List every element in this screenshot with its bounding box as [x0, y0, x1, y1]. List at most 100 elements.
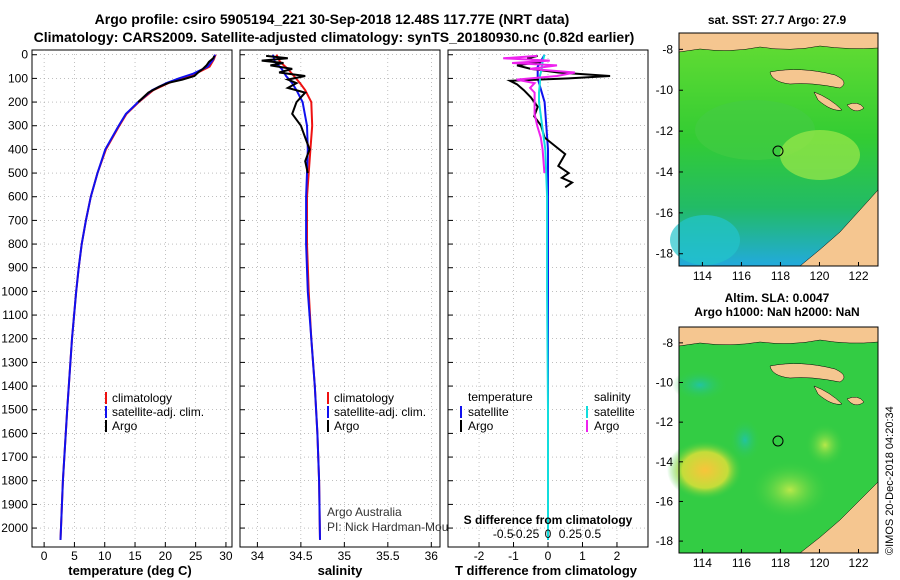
- map-y-tick-label: -18: [656, 534, 674, 548]
- argo-float-marker: [772, 145, 784, 157]
- legend-temperature-title: temperature: [468, 390, 533, 404]
- sal-legend-climatology: climatology: [334, 391, 394, 405]
- figure-title-line1: Argo profile: csiro 5905194_221 30-Sep-2…: [95, 11, 570, 27]
- x-tick-label: 34.5: [289, 549, 313, 563]
- x-tick-label: 10: [98, 549, 112, 563]
- sst-map: sat. SST: 27.7 Argo: 27.9 114 116 118 120 12…: [656, 13, 879, 283]
- x-tick-label: -2: [474, 549, 485, 563]
- map-x-tick-label: 118: [771, 269, 790, 283]
- x-tick-label: 20: [159, 549, 173, 563]
- x-tick-label: 35.5: [376, 549, 400, 563]
- depth-tick-label: 600: [8, 190, 28, 204]
- legend-argo: Argo: [112, 419, 138, 433]
- legend-salinity-title: salinity: [594, 390, 631, 404]
- depth-tick-label: 1000: [1, 284, 28, 298]
- series-salinity-argo: [261, 54, 311, 174]
- depth-tick-label: 2000: [1, 521, 28, 535]
- map-x-tick-label: 116: [732, 269, 751, 283]
- map-y-tick-label: -16: [656, 206, 674, 220]
- x2-tick-label: -0.25: [512, 527, 540, 541]
- sst-map-title: sat. SST: 27.7 Argo: 27.9: [708, 13, 847, 27]
- x-tick-label: 2: [614, 549, 621, 563]
- depth-tick-label: 1900: [1, 497, 28, 511]
- map-x-tick-label: 116: [732, 556, 751, 570]
- legend-satellite: satellite-adj. clim.: [112, 405, 204, 419]
- map-x-tick-label: 120: [809, 269, 829, 283]
- x-tick-label: 35: [338, 549, 352, 563]
- map-y-tick-label: -10: [656, 83, 674, 97]
- map-y-tick-label: -14: [656, 165, 674, 179]
- depth-tick-label: 1300: [1, 355, 28, 369]
- x2-tick-label: 0: [545, 527, 552, 541]
- depth-tick-label: 1500: [1, 403, 28, 417]
- salinity-legend: climatology satellite-adj. clim. Argo: [327, 391, 426, 433]
- difference-legend: temperature satellite Argo salinity sate…: [460, 390, 635, 433]
- depth-tick-label: 1200: [1, 332, 28, 346]
- sla-map-title1: Altim. SLA: 0.0047: [725, 291, 830, 305]
- map-y-tick-label: -18: [656, 247, 674, 261]
- depth-tick-label: 900: [8, 261, 28, 275]
- depth-tick-label: 800: [8, 237, 28, 251]
- x-tick-label: -1: [508, 549, 519, 563]
- salinity-panel: 34 34.5 35 35.5 36 salinity climatology sate…: [239, 49, 479, 578]
- map-y-tick-label: -8: [662, 336, 673, 350]
- series-temperature-satellite: [59, 54, 216, 540]
- legend-temp-argo: Argo: [468, 419, 494, 433]
- argo-float-marker-sla: [772, 435, 784, 447]
- x-tick-label: 36: [425, 549, 439, 563]
- depth-tick-label: 1700: [1, 450, 28, 464]
- depth-tick-label: 700: [8, 213, 28, 227]
- sal-legend-argo: Argo: [334, 419, 360, 433]
- x2-tick-label: 0.25: [559, 527, 583, 541]
- series-difference-sal-argo: [503, 54, 576, 174]
- legend-temp-satellite: satellite: [468, 405, 509, 419]
- credit-line1: Argo Australia: [327, 505, 402, 519]
- map-y-tick-label: -16: [656, 494, 674, 508]
- map-x-tick-label: 120: [809, 556, 829, 570]
- x-tick-label: 5: [71, 549, 78, 563]
- depth-tick-label: 1100: [2, 308, 28, 322]
- map-y-tick-label: -8: [662, 42, 673, 56]
- map-x-tick-label: 122: [848, 269, 868, 283]
- x-tick-label: 1: [579, 549, 586, 563]
- temperature-legend: climatology satellite-adj. clim. Argo: [105, 391, 204, 433]
- credit-line2: PI: Nick Hardman-Mountford: [327, 520, 479, 534]
- x-tick-label: 30: [219, 549, 233, 563]
- map-x-tick-label: 122: [848, 556, 868, 570]
- depth-tick-label: 1400: [1, 379, 28, 393]
- depth-tick-label: 300: [8, 119, 28, 133]
- depth-tick-label: 100: [8, 71, 28, 85]
- map-y-tick-label: -10: [656, 376, 674, 390]
- difference-x2label: S difference from climatology: [464, 513, 633, 527]
- temperature-panel: 0 5 10 15 20 25 30 temperature (deg C) climato…: [31, 49, 233, 578]
- map-y-tick-label: -14: [656, 455, 674, 469]
- x2-tick-label: 0.5: [584, 527, 601, 541]
- depth-tick-label: 1600: [1, 426, 28, 440]
- sla-map-title2: Argo h1000: NaN h2000: NaN: [694, 305, 859, 319]
- sla-map: Altim. SLA: 0.0047 Argo h1000: NaN h2000…: [656, 291, 879, 570]
- series-temperature-argo: [137, 55, 216, 103]
- map-x-tick-label: 118: [771, 556, 790, 570]
- temperature-xlabel: temperature (deg C): [68, 563, 192, 578]
- map-x-tick-label: 114: [693, 556, 712, 570]
- salinity-xlabel: salinity: [318, 563, 364, 578]
- map-y-tick-label: -12: [656, 124, 674, 138]
- depth-tick-label: 500: [8, 166, 28, 180]
- difference-panel: -2 -1 0 1 2 T difference from climatology S …: [447, 49, 649, 578]
- x-tick-label: 34: [251, 549, 265, 563]
- map-x-tick-label: 114: [693, 269, 712, 283]
- depth-tick-label: 200: [8, 95, 28, 109]
- depth-tick-label: 1800: [1, 474, 28, 488]
- depth-tick-label: 400: [8, 142, 28, 156]
- imos-watermark: ©IMOS 20-Dec-2018 04:20:34: [884, 406, 896, 555]
- x-tick-label: 15: [128, 549, 142, 563]
- map-y-tick-label: -12: [656, 415, 674, 429]
- series-salinity-satellite: [272, 54, 321, 540]
- legend-sal-argo: Argo: [594, 419, 620, 433]
- legend-climatology: climatology: [112, 391, 172, 405]
- legend-sal-satellite: satellite: [594, 405, 635, 419]
- x2-tick-label: -0.5: [493, 527, 514, 541]
- x-tick-label: 0: [41, 549, 48, 563]
- figure-title-line2: Climatology: CARS2009. Satellite-adjuste…: [34, 29, 635, 45]
